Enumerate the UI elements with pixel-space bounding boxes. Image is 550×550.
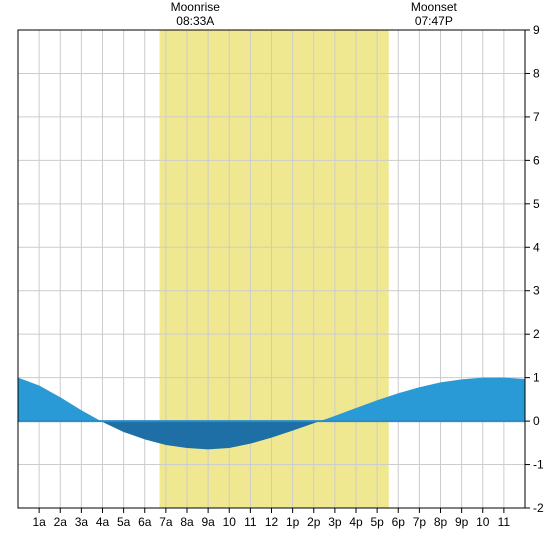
x-tick-label: 4p [349, 515, 363, 529]
x-tick-label: 2a [54, 515, 68, 529]
x-tick-label: 3a [75, 515, 89, 529]
y-tick-label: 6 [533, 153, 540, 167]
x-tick-label: 11 [244, 515, 257, 529]
y-tick-label: 5 [533, 197, 540, 211]
x-tick-label: 6p [392, 515, 406, 529]
moonrise-title: Moonrise [171, 0, 220, 14]
y-tick-label: 8 [533, 66, 540, 80]
y-tick-label: -1 [533, 458, 544, 472]
x-tick-label: 8p [434, 515, 448, 529]
x-tick-label: 6a [138, 515, 152, 529]
x-tick-label: 10 [476, 515, 490, 529]
moonrise-time: 08:33A [171, 14, 220, 28]
y-tick-label: 0 [533, 414, 540, 428]
y-tick-label: 3 [533, 284, 540, 298]
y-tick-label: 4 [533, 240, 540, 254]
x-tick-label: 3p [328, 515, 342, 529]
x-tick-label: 12 [265, 515, 279, 529]
x-tick-label: 5a [117, 515, 131, 529]
x-tick-label: 9p [455, 515, 469, 529]
x-tick-label: 5p [370, 515, 384, 529]
x-tick-label: 4a [96, 515, 110, 529]
moonset-title: Moonset [411, 0, 457, 14]
y-tick-label: 2 [533, 327, 540, 341]
moonset-time: 07:47P [411, 14, 457, 28]
x-tick-label: 1a [32, 515, 46, 529]
y-tick-label: -2 [533, 501, 544, 515]
x-tick-label: 2p [307, 515, 321, 529]
moonset-label: Moonset 07:47P [411, 0, 457, 29]
chart-svg: -2-101234567891a2a3a4a5a6a7a8a9a1011121p… [0, 0, 550, 550]
x-tick-label: 7a [159, 515, 173, 529]
y-tick-label: 1 [533, 371, 540, 385]
moonrise-label: Moonrise 08:33A [171, 0, 220, 29]
y-tick-label: 7 [533, 110, 540, 124]
x-tick-label: 10 [223, 515, 237, 529]
x-tick-label: 11 [498, 515, 511, 529]
tide-chart: Moonrise 08:33A Moonset 07:47P -2-101234… [0, 0, 550, 550]
y-tick-label: 9 [533, 23, 540, 37]
x-tick-label: 1p [286, 515, 300, 529]
x-tick-label: 7p [413, 515, 427, 529]
x-tick-label: 9a [201, 515, 215, 529]
x-tick-label: 8a [180, 515, 194, 529]
